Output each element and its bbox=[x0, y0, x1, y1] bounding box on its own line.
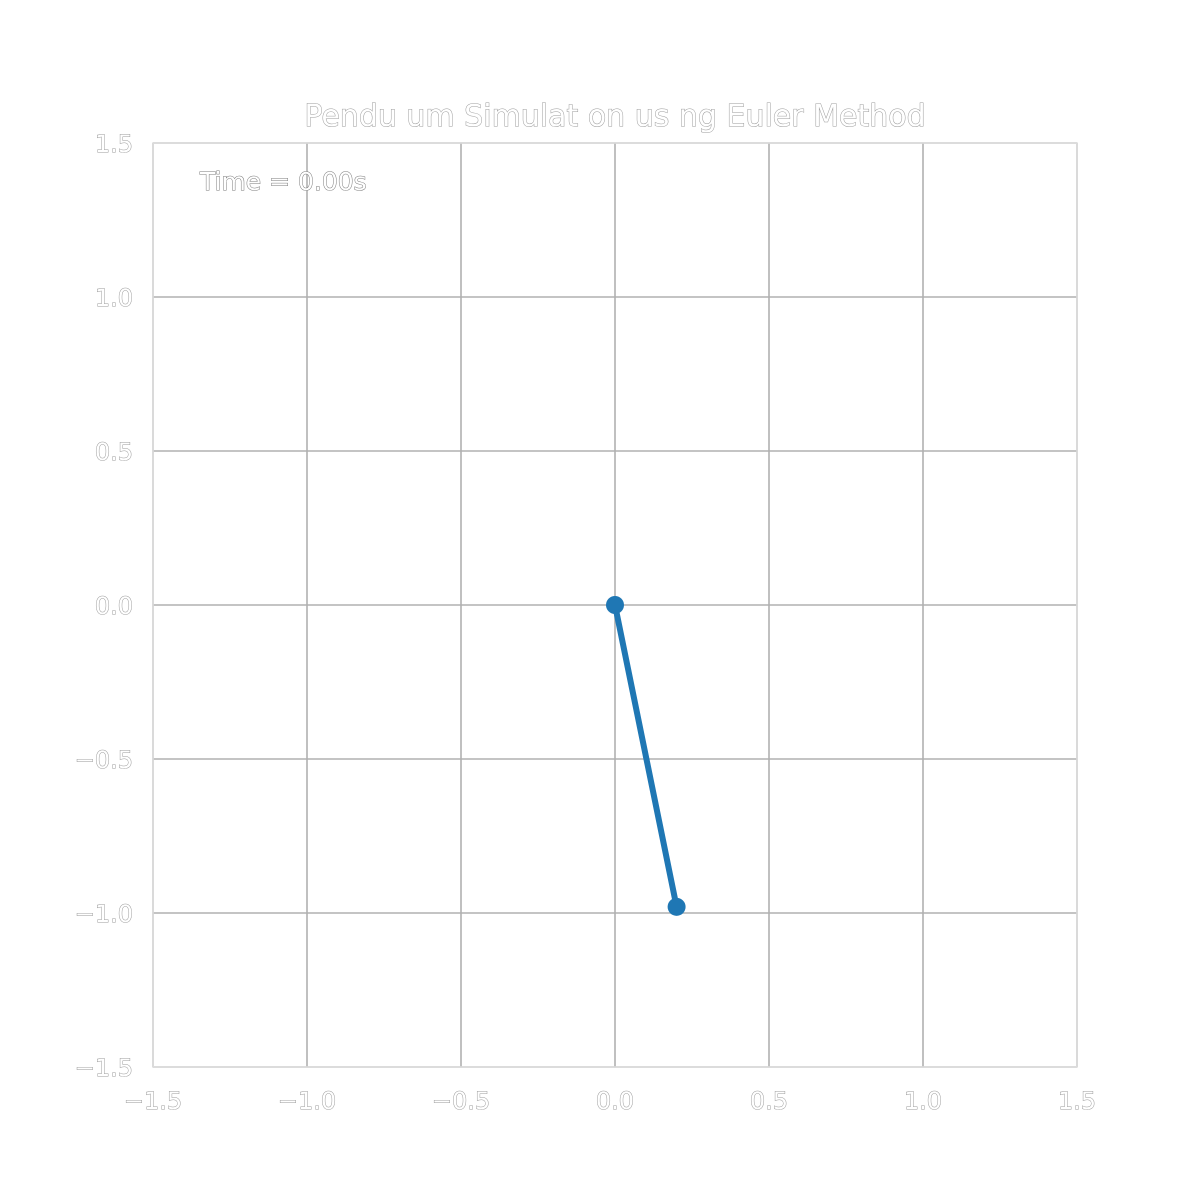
y-tick-label: −1.5 bbox=[75, 1054, 133, 1082]
x-tick-label: 0.5 bbox=[750, 1087, 788, 1115]
pendulum-rod bbox=[612, 602, 680, 910]
x-tick-label: 1.0 bbox=[904, 1087, 942, 1115]
y-tick-label: 0.0 bbox=[95, 592, 133, 620]
x-axis-ticks: −1.5 −1.0 −0.5 0.0 0.5 1.0 1.5 bbox=[123, 1087, 1096, 1116]
pendulum-bob bbox=[667, 897, 686, 916]
x-tick-label: 0.0 bbox=[596, 1087, 634, 1115]
y-tick-label: −1.0 bbox=[75, 900, 133, 928]
time-annotation: Time = 0.00s bbox=[199, 167, 367, 196]
pivot-point bbox=[606, 596, 624, 614]
y-axis-ticks: −1.5 −1.0 −0.5 0.0 0.5 1.0 1.5 bbox=[74, 130, 133, 1083]
y-tick-label: 0.5 bbox=[95, 438, 133, 466]
x-tick-label: 1.5 bbox=[1058, 1087, 1096, 1115]
plot-frame bbox=[152, 142, 1078, 1068]
series-layer bbox=[606, 596, 686, 916]
y-tick-label: 1.0 bbox=[95, 284, 133, 312]
y-tick-label: 1.5 bbox=[95, 130, 133, 158]
x-tick-label: −1.5 bbox=[124, 1087, 182, 1115]
chart-title: Pendu um Simulat on us ng Euler Method bbox=[304, 99, 925, 134]
y-tick-label: −0.5 bbox=[75, 746, 133, 774]
x-tick-label: −1.0 bbox=[278, 1087, 336, 1115]
x-tick-label: −0.5 bbox=[432, 1087, 490, 1115]
